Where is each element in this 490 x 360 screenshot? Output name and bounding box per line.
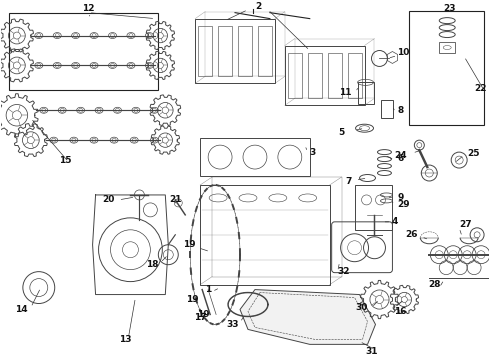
Text: 28: 28 (428, 280, 441, 289)
Text: 20: 20 (102, 195, 115, 204)
Bar (439, 41, 455, 54)
Bar (200, 185, 330, 285)
Text: 12: 12 (82, 4, 95, 13)
Text: 29: 29 (397, 201, 410, 210)
Bar (258, 26, 272, 76)
Text: 33: 33 (227, 320, 239, 329)
Text: 32: 32 (338, 267, 350, 276)
Bar (308, 53, 322, 98)
Text: 7: 7 (345, 177, 352, 186)
Text: 2: 2 (255, 2, 261, 11)
Text: 21: 21 (169, 195, 181, 204)
Bar (218, 26, 232, 76)
Text: 10: 10 (397, 48, 410, 57)
Bar (285, 45, 365, 105)
Text: 25: 25 (467, 149, 480, 158)
Bar (382, 100, 393, 118)
Text: 6: 6 (397, 154, 404, 163)
Polygon shape (240, 289, 375, 345)
Bar (409, 11, 484, 125)
Text: 31: 31 (365, 347, 378, 356)
Text: 4: 4 (392, 217, 398, 226)
Text: 3: 3 (310, 148, 316, 157)
Bar (9, 13, 158, 90)
Bar (358, 82, 373, 104)
Bar (347, 53, 362, 98)
Text: 5: 5 (339, 128, 344, 137)
Bar (288, 53, 302, 98)
Text: 19: 19 (186, 295, 198, 304)
Text: 9: 9 (397, 193, 404, 202)
Text: 15: 15 (59, 156, 71, 165)
Text: 18: 18 (146, 260, 159, 269)
Text: 23: 23 (443, 4, 456, 13)
Bar (355, 185, 392, 230)
Text: 30: 30 (355, 303, 368, 312)
Text: 8: 8 (397, 106, 404, 115)
Text: 24: 24 (395, 150, 407, 159)
Bar (195, 19, 275, 84)
Text: 19: 19 (183, 240, 195, 249)
Text: 1: 1 (205, 285, 211, 294)
Bar (238, 26, 252, 76)
Text: 27: 27 (459, 220, 472, 229)
Text: 26: 26 (405, 230, 417, 239)
Bar (328, 53, 342, 98)
Text: 13: 13 (119, 335, 132, 344)
Text: 22: 22 (474, 84, 487, 93)
Bar (200, 138, 310, 176)
Text: 19: 19 (197, 310, 210, 319)
Text: 16: 16 (394, 307, 407, 316)
Text: 17: 17 (194, 313, 206, 322)
Text: 11: 11 (339, 88, 352, 97)
Bar (198, 26, 212, 76)
Text: 14: 14 (15, 305, 27, 314)
